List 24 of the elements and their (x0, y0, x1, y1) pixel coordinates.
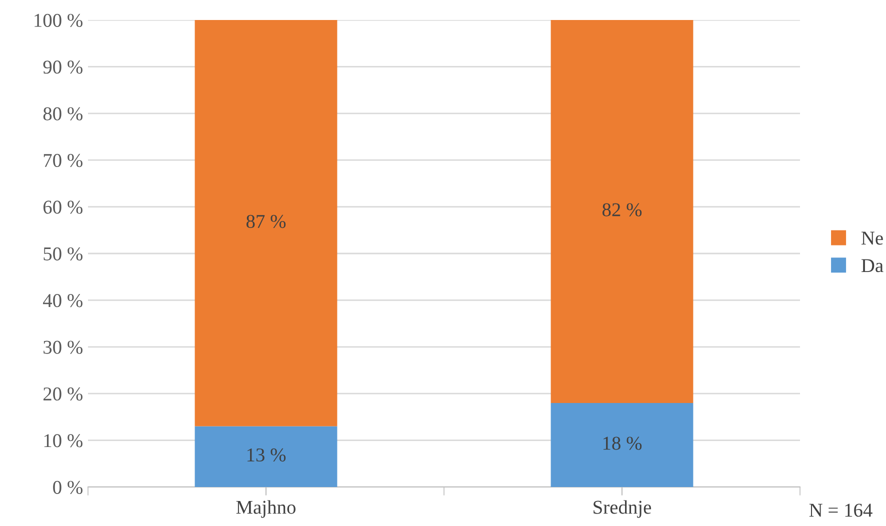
data-label: 87 % (246, 214, 286, 228)
y-tick-label: 20 % (43, 387, 82, 401)
y-tick-label: 40 % (43, 294, 82, 308)
legend-label: Ne (861, 232, 883, 245)
data-label: 18 % (603, 436, 642, 450)
y-tick-label: 90 % (43, 60, 82, 74)
bar (194, 426, 338, 487)
legend-label: Da (861, 259, 884, 272)
data-label: 82 % (602, 203, 642, 216)
bar (550, 402, 694, 487)
bar (194, 20, 338, 426)
bar (550, 20, 694, 403)
data-label: 13 % (247, 448, 286, 462)
text: N = 164 (809, 504, 872, 517)
x-tick-label: Srednje (594, 500, 652, 518)
y-tick-label: 0 % (53, 480, 82, 494)
y-tick-label: 70 % (44, 154, 82, 168)
y-tick-label: 30 % (44, 340, 82, 354)
y-tick-label: 80 % (43, 107, 82, 120)
y-tick-label: 50 % (44, 247, 82, 260)
y-tick-label: 10 % (44, 434, 82, 448)
y-tick-label: 100 % (34, 14, 82, 27)
y-tick-label: 60 % (43, 200, 82, 214)
x-tick-label: Majhno (236, 500, 296, 518)
